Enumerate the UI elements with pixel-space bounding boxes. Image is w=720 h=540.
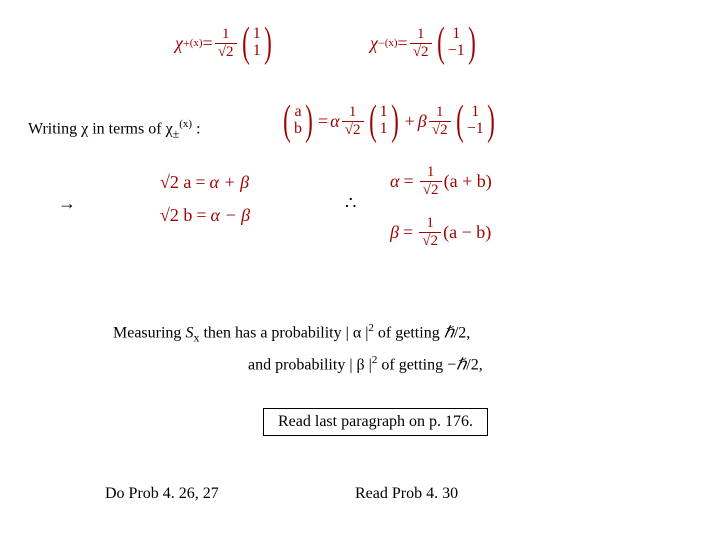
system-line2: √2 b = α − β <box>160 205 250 226</box>
solution-equations: α = 1 √2 (a + b) β = 1 √2 (a − b) <box>390 165 492 249</box>
txt: Measuring <box>113 324 185 341</box>
beta: β <box>418 111 427 132</box>
ab-vector: ( a b ) <box>280 100 316 142</box>
den: √2 <box>420 181 442 198</box>
system-equations: √2 a = α + β √2 b = α − β <box>160 172 250 226</box>
fraction: 1 √2 <box>410 27 432 60</box>
v2-top: 1 <box>471 104 479 121</box>
equals: = <box>203 33 213 54</box>
measuring-line-2: and probability | β |2 of getting −ℏ/2, <box>248 354 483 374</box>
num: 1 <box>349 105 357 121</box>
frac: 1 √2 <box>420 165 442 198</box>
equals: = <box>318 111 328 132</box>
text-pre: Writing <box>28 120 81 137</box>
v2-bot: −1 <box>467 121 484 138</box>
superscript-x: (x) <box>385 37 398 49</box>
text-mid: in terms of <box>88 120 165 137</box>
read-prob-text: Read Prob 4. 30 <box>355 485 458 503</box>
rhs: (a − b) <box>443 222 491 243</box>
eq: = <box>403 171 413 192</box>
numerator: 1 <box>222 27 230 43</box>
txt: /2, <box>454 324 470 341</box>
den: √2 <box>419 232 441 249</box>
system-line1: √2 a = α + β <box>160 172 250 193</box>
column-vector: ( 1 1 ) <box>239 22 275 64</box>
txt: and probability | <box>248 356 357 373</box>
alpha: α <box>353 324 361 341</box>
txt: of getting <box>374 324 444 341</box>
eq-chi-plus: χ + (x) = 1 √2 ( 1 1 ) <box>175 22 275 64</box>
vec-bot: −1 <box>448 43 465 60</box>
beta: β <box>357 356 365 373</box>
numerator: 1 <box>417 27 425 43</box>
frac: 1 √2 <box>419 216 441 249</box>
therefore-symbol: ∴ <box>345 193 356 214</box>
lhs1: √2 a <box>160 172 191 193</box>
vec-top: 1 <box>253 26 261 43</box>
box-text: Read last paragraph on p. 176. <box>278 413 473 430</box>
subscript-plus: + <box>183 36 190 51</box>
measuring-line-1: Measuring Sx then has a probability | α … <box>113 322 470 346</box>
solution-alpha: α = 1 √2 (a + b) <box>390 165 492 198</box>
alpha: α <box>390 171 399 192</box>
subscript-minus: − <box>378 36 385 51</box>
vec-bot: 1 <box>253 43 261 60</box>
x-sup: (x) <box>179 118 192 130</box>
den: √2 <box>342 121 364 138</box>
txt: /2, <box>466 356 482 373</box>
fraction: 1 √2 <box>215 27 237 60</box>
superscript-x: (x) <box>190 37 203 49</box>
v1-bot: 1 <box>380 121 388 138</box>
plus: + <box>405 111 415 132</box>
writing-sentence: Writing χ in terms of χ±(x) : <box>28 118 201 142</box>
txt: then has a probability | <box>199 324 352 341</box>
hbar: ℏ <box>456 356 466 373</box>
num: 1 <box>436 105 444 121</box>
denominator: √2 <box>410 43 432 60</box>
chi-symbol: χ <box>370 33 378 54</box>
hbar: ℏ <box>444 324 454 341</box>
column-vector: ( 1 −1 ) <box>434 22 479 64</box>
v1-top: 1 <box>380 104 388 121</box>
do-prob-text: Do Prob 4. 26, 27 <box>105 485 219 503</box>
txt: | <box>365 356 372 373</box>
eq-chi-minus: χ − (x) = 1 √2 ( 1 −1 ) <box>370 22 479 64</box>
vec-a: a <box>294 104 301 121</box>
fraction2: 1 √2 <box>429 105 451 138</box>
num: 1 <box>427 165 435 181</box>
chi-symbol: χ <box>175 33 183 54</box>
eq2: = <box>196 205 206 226</box>
rhs1: α + β <box>210 172 250 193</box>
eq1: = <box>195 172 205 193</box>
vec-11: ( 1 1 ) <box>366 100 402 142</box>
eq-ab-expansion: ( a b ) = α 1 √2 ( 1 1 ) + β 1 √2 ( 1 −1… <box>280 100 498 142</box>
lhs2: √2 b <box>160 205 192 226</box>
alpha: α <box>330 111 339 132</box>
rhs2: α − β <box>211 205 251 226</box>
num: 1 <box>426 216 434 232</box>
solution-beta: β = 1 √2 (a − b) <box>390 216 492 249</box>
txt: of getting <box>377 356 447 373</box>
den: √2 <box>429 121 451 138</box>
arrow-symbol: → <box>58 193 76 214</box>
text-post: : <box>192 120 200 137</box>
equals: = <box>398 33 408 54</box>
denominator: √2 <box>215 43 237 60</box>
chi2: χ <box>166 120 173 137</box>
vec-1m1: ( 1 −1 ) <box>453 100 498 142</box>
beta: β <box>390 222 399 243</box>
fraction: 1 √2 <box>342 105 364 138</box>
vec-top: 1 <box>452 26 460 43</box>
rhs: (a + b) <box>444 171 492 192</box>
eq: = <box>403 222 413 243</box>
read-box: Read last paragraph on p. 176. <box>263 408 488 436</box>
vec-b: b <box>294 121 302 138</box>
neg: − <box>447 356 456 373</box>
